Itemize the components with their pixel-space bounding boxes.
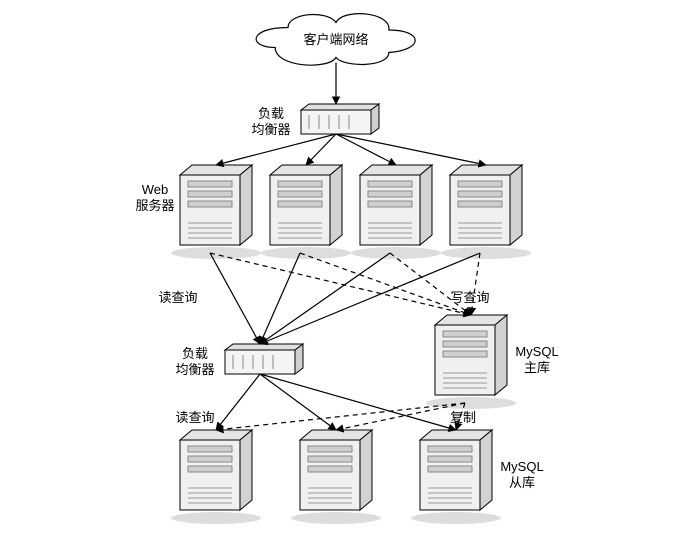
read_q_2-label: 读查询 bbox=[175, 410, 214, 426]
load-balancer-node bbox=[301, 104, 379, 134]
edge bbox=[260, 374, 456, 430]
edge bbox=[210, 253, 260, 344]
edge bbox=[336, 134, 396, 165]
server-node bbox=[291, 430, 381, 524]
server-node bbox=[411, 430, 501, 524]
server-node bbox=[171, 165, 261, 259]
server-node bbox=[351, 165, 441, 259]
load-balancer-node bbox=[225, 344, 303, 374]
edge bbox=[336, 403, 465, 430]
edge bbox=[306, 134, 336, 165]
architecture-diagram: 客户端网络负载均衡器负载均衡器MySQL主库MySQL从库Web服务器读查询写查… bbox=[0, 0, 673, 543]
lb2-label: 负载均衡器 bbox=[175, 346, 214, 379]
slave3-label: MySQL从库 bbox=[500, 459, 543, 492]
edge bbox=[300, 253, 471, 315]
replicate-label: 复制 bbox=[450, 410, 476, 426]
edge bbox=[260, 374, 336, 430]
diagram-canvas bbox=[0, 0, 673, 543]
write_q-label: 写查询 bbox=[450, 290, 489, 306]
server-node bbox=[441, 165, 531, 259]
edge bbox=[216, 403, 465, 430]
server-node bbox=[426, 315, 516, 409]
master-label: MySQL主库 bbox=[515, 344, 558, 377]
edge bbox=[210, 253, 471, 315]
edge bbox=[216, 374, 260, 430]
lb1-label: 负载均衡器 bbox=[251, 106, 290, 139]
read_q_1-label: 读查询 bbox=[158, 290, 197, 306]
cloud-label: 客户端网络 bbox=[303, 32, 368, 48]
edge bbox=[336, 134, 486, 165]
web_group-label: Web服务器 bbox=[135, 182, 174, 215]
edge bbox=[216, 134, 336, 165]
server-node bbox=[171, 430, 261, 524]
server-node bbox=[261, 165, 351, 259]
